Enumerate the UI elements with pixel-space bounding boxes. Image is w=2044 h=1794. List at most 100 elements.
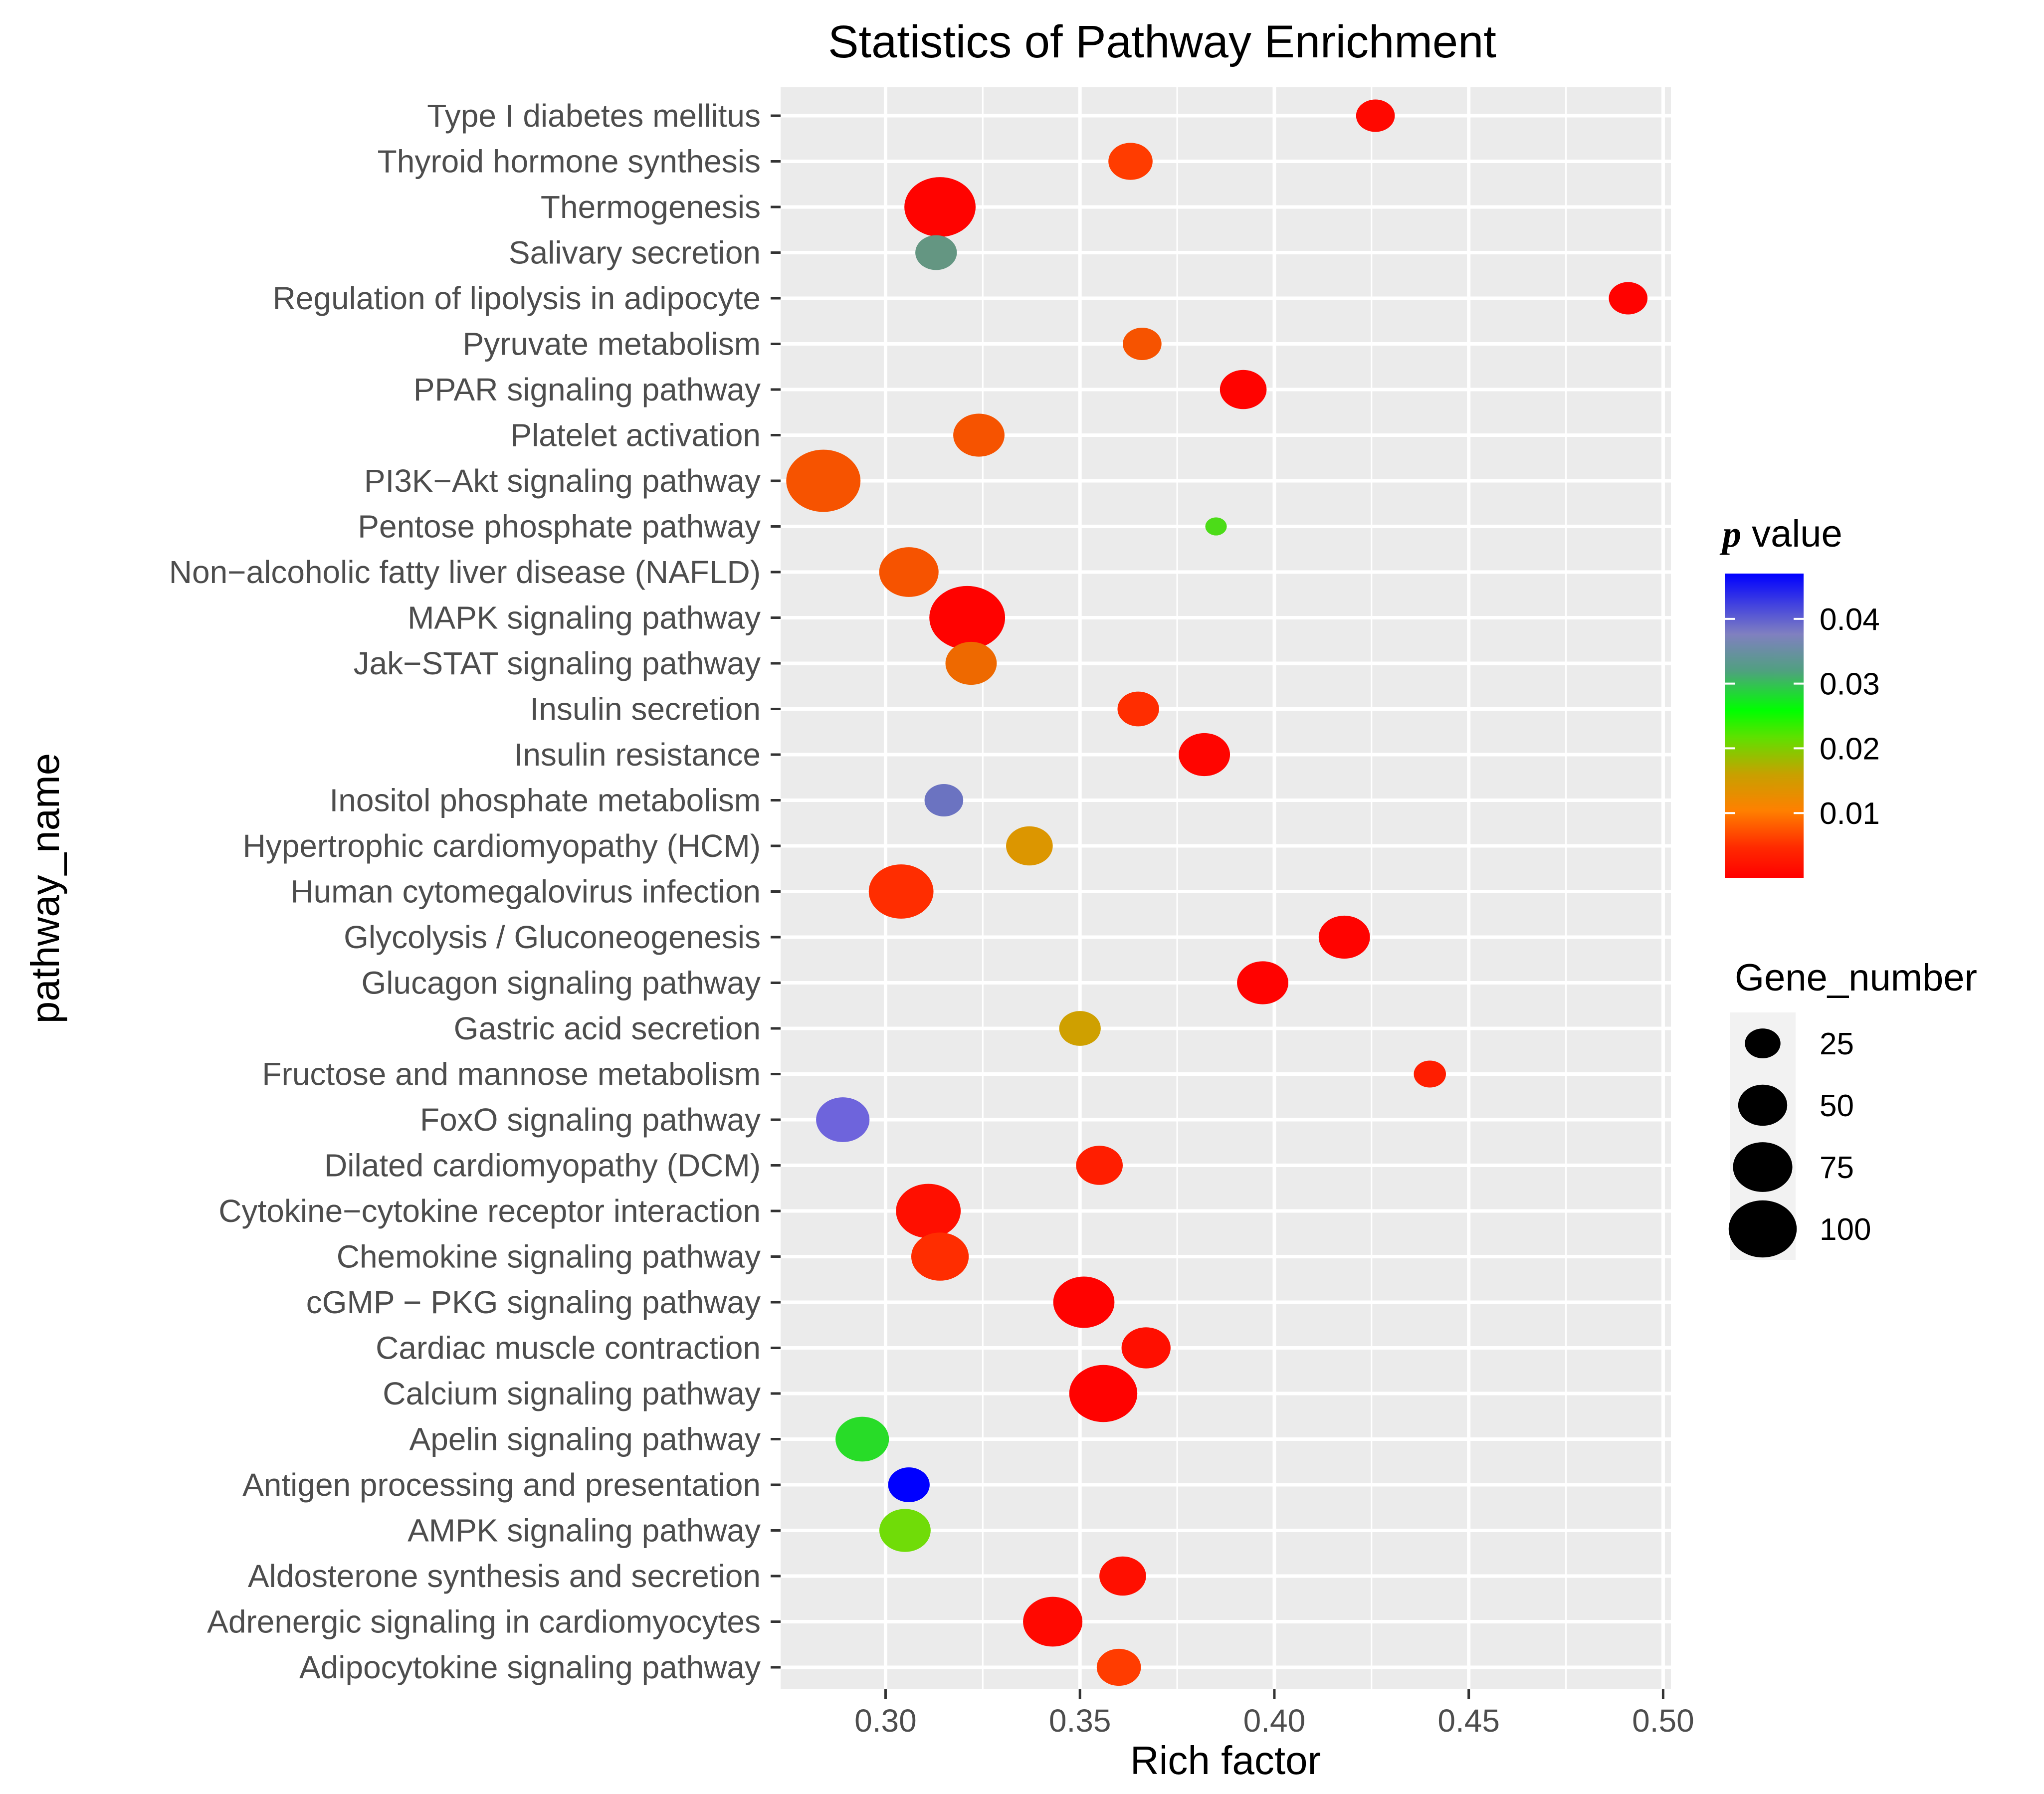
data-point	[896, 1184, 961, 1238]
data-point	[1205, 517, 1227, 536]
y-tick-label: PI3K−Akt signaling pathway	[364, 463, 761, 499]
x-tick-label: 0.40	[1243, 1703, 1306, 1739]
y-tick-label: MAPK signaling pathway	[408, 600, 761, 636]
y-tick-label: Chemokine signaling pathway	[337, 1239, 761, 1275]
y-tick-label: Calcium signaling pathway	[383, 1376, 761, 1411]
y-tick-label: Antigen processing and presentation	[242, 1467, 761, 1503]
data-point	[816, 1097, 870, 1142]
y-tick-label: Adipocytokine signaling pathway	[299, 1649, 761, 1685]
size-legend-label: 75	[1820, 1151, 1854, 1185]
p-value-legend: p value 0.04 0.03 0.02 0.01	[1719, 513, 1880, 878]
size-legend-dot	[1728, 1200, 1797, 1258]
y-tick-label: Salivary secretion	[509, 235, 761, 271]
y-tick-label: Cytokine−cytokine receptor interaction	[218, 1193, 761, 1229]
y-tick-label: cGMP − PKG signaling pathway	[306, 1284, 761, 1320]
data-point	[786, 449, 861, 512]
data-point	[879, 547, 939, 597]
data-point	[1059, 1011, 1101, 1046]
y-axis-title: pathway_name	[23, 753, 67, 1024]
data-point	[915, 235, 957, 270]
y-tick-label: Non−alcoholic fatty liver disease (NAFLD…	[169, 554, 761, 590]
y-axis-ticks: Type I diabetes mellitus Thyroid hormone …	[169, 98, 781, 1685]
y-tick-label: PPAR signaling pathway	[413, 372, 761, 407]
y-tick-label: Glycolysis / Gluconeogenesis	[344, 919, 761, 955]
chart-title: Statistics of Pathway Enrichment	[828, 16, 1496, 67]
x-axis-ticks: 0.30 0.35 0.40 0.45 0.50	[854, 1689, 1694, 1739]
y-tick-label: Pentose phosphate pathway	[358, 509, 761, 545]
x-tick-label: 0.35	[1049, 1703, 1111, 1739]
data-point	[1076, 1146, 1123, 1185]
data-point	[1237, 961, 1288, 1004]
y-tick-label: Jak−STAT signaling pathway	[354, 645, 761, 681]
y-tick-label: Hypertrophic cardiomyopathy (HCM)	[242, 828, 761, 864]
x-tick-label: 0.50	[1632, 1703, 1694, 1739]
data-point	[1023, 1596, 1083, 1647]
size-legend-label: 25	[1820, 1027, 1854, 1061]
y-tick-label: Aldosterone synthesis and secretion	[248, 1558, 761, 1594]
data-point	[1108, 143, 1153, 180]
colorbar-tick-label: 0.03	[1820, 667, 1880, 702]
x-tick-label: 0.45	[1437, 1703, 1500, 1739]
data-point	[1069, 1365, 1138, 1422]
data-point	[953, 413, 1005, 457]
size-legend-label: 50	[1820, 1089, 1854, 1123]
data-point	[868, 864, 934, 919]
size-legend-dot	[1745, 1028, 1781, 1058]
gene-number-legend: Gene_number 25 50 75 100	[1728, 957, 1977, 1260]
colorbar-tick-label: 0.01	[1820, 797, 1880, 831]
x-axis-title: Rich factor	[1130, 1738, 1321, 1783]
data-point	[904, 177, 976, 237]
size-legend-label: 100	[1820, 1212, 1871, 1247]
data-point	[879, 1509, 931, 1552]
y-tick-label: Gastric acid secretion	[454, 1010, 761, 1046]
data-point	[1318, 915, 1370, 959]
y-tick-label: Platelet activation	[510, 417, 761, 453]
y-tick-label: Apelin signaling pathway	[409, 1421, 761, 1457]
data-point	[1179, 733, 1230, 777]
data-point	[945, 641, 997, 685]
data-point	[911, 1232, 969, 1281]
y-tick-label: Fructose and mannose metabolism	[262, 1056, 761, 1092]
data-point	[1099, 1556, 1146, 1596]
data-point	[1123, 327, 1162, 361]
y-tick-label: Type I diabetes mellitus	[427, 98, 761, 134]
p-value-legend-title: p value	[1719, 513, 1842, 555]
data-point	[1220, 370, 1267, 409]
y-tick-label: Human cytomegalovirus infection	[290, 874, 761, 910]
data-point	[1096, 1648, 1141, 1686]
colorbar-ticks: 0.04 0.03 0.02 0.01	[1725, 602, 1880, 831]
y-tick-label: Thermogenesis	[541, 189, 761, 225]
y-tick-label: Dilated cardiomyopathy (DCM)	[324, 1148, 761, 1184]
data-point	[1609, 282, 1648, 315]
data-point	[1356, 99, 1395, 132]
y-tick-label: Cardiac muscle contraction	[376, 1330, 761, 1366]
colorbar-tick-label: 0.04	[1820, 602, 1880, 637]
y-tick-label: Insulin secretion	[530, 691, 761, 727]
data-point	[924, 784, 964, 817]
grid-lines	[781, 87, 1671, 1689]
y-tick-label: Insulin resistance	[514, 737, 761, 773]
data-point	[929, 586, 1006, 650]
y-tick-label: Thyroid hormone synthesis	[378, 144, 761, 180]
data-point	[1117, 691, 1159, 727]
y-tick-label: AMPK signaling pathway	[408, 1513, 761, 1549]
x-tick-label: 0.30	[854, 1703, 917, 1739]
y-tick-label: Glucagon signaling pathway	[361, 965, 761, 1001]
colorbar-tick-label: 0.02	[1820, 732, 1880, 766]
data-point	[1121, 1327, 1171, 1369]
p-value-legend-p: p	[1719, 513, 1741, 555]
y-tick-label: Adrenergic signaling in cardiomyocytes	[207, 1604, 761, 1640]
gene-number-legend-title: Gene_number	[1735, 957, 1977, 999]
y-tick-label: Inositol phosphate metabolism	[330, 783, 761, 818]
y-tick-label: Regulation of lipolysis in adipocyte	[273, 280, 761, 316]
p-value-legend-suffix: value	[1741, 513, 1842, 555]
y-tick-label: Pyruvate metabolism	[462, 326, 761, 362]
size-legend-dot	[1733, 1142, 1793, 1192]
data-point	[1006, 826, 1053, 866]
size-legend-dot	[1738, 1084, 1788, 1126]
data-point	[835, 1416, 889, 1462]
data-point	[1053, 1276, 1115, 1328]
data-point	[888, 1467, 930, 1502]
data-point	[1414, 1060, 1446, 1088]
